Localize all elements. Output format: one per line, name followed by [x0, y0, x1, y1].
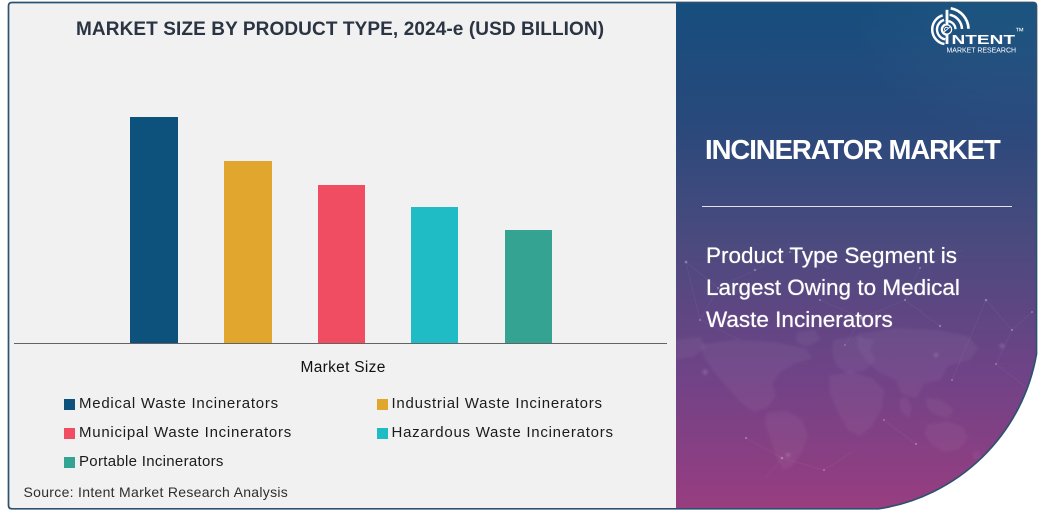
svg-text:NTENT: NTENT: [952, 32, 1016, 47]
svg-text:™: ™: [1015, 26, 1024, 36]
svg-text:MARKET RESEARCH: MARKET RESEARCH: [947, 45, 1017, 54]
